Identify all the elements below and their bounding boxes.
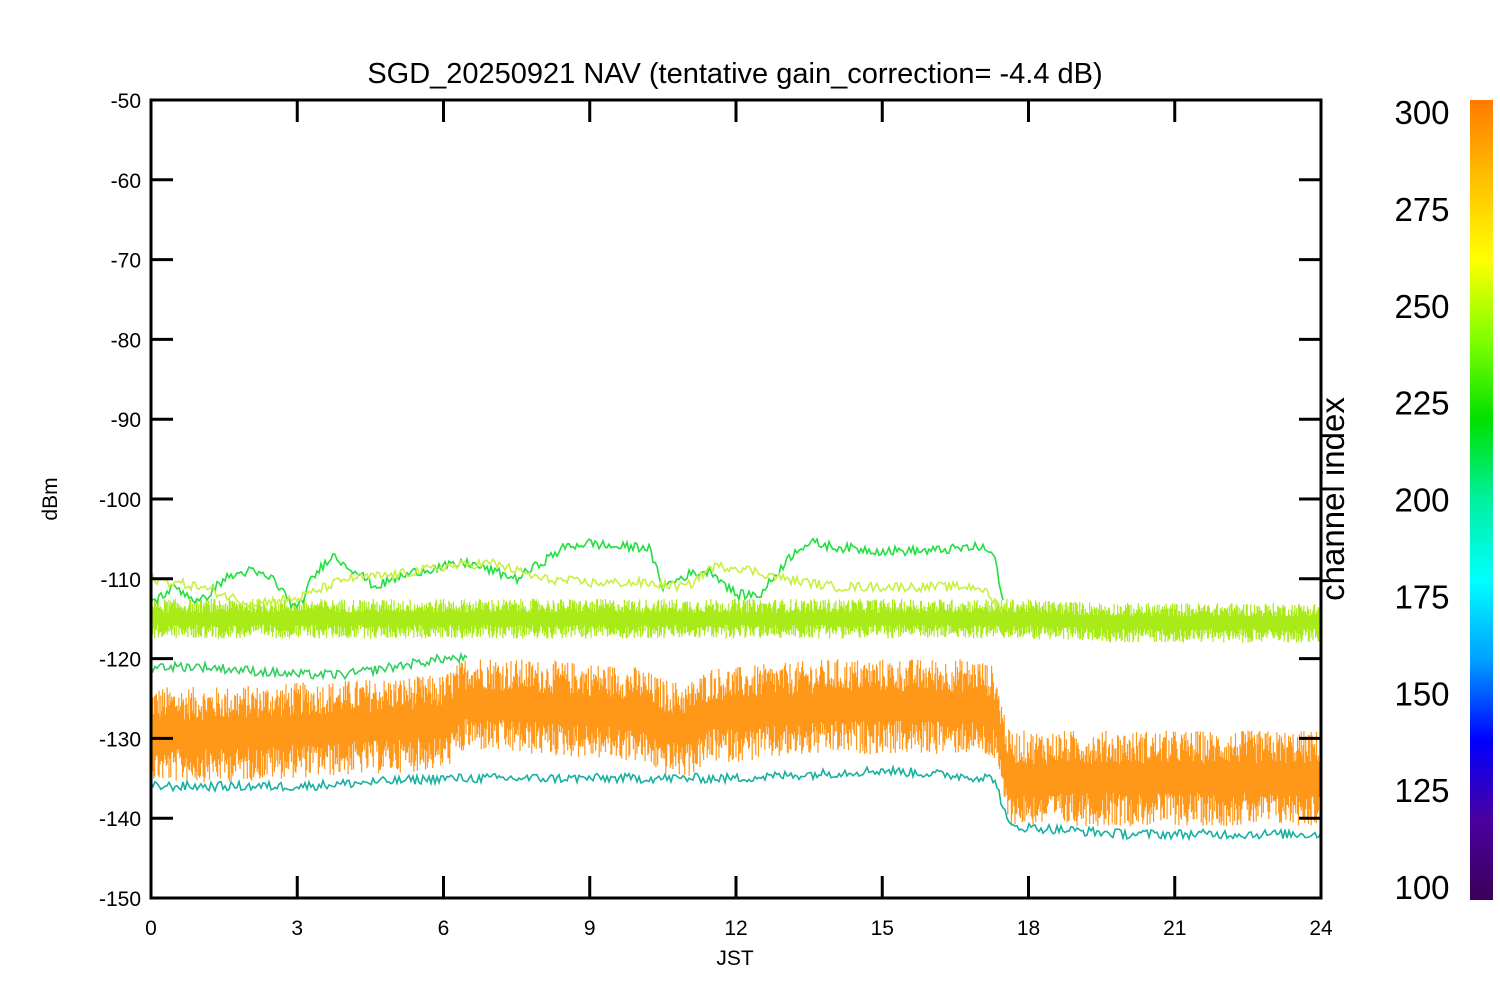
x-tick-label: 12 xyxy=(724,917,747,940)
y-tick-label: -120 xyxy=(99,649,141,672)
colorbar-ticks: 300 275 250 225 200 175 150 125 100 xyxy=(1394,94,1449,906)
series-1 xyxy=(151,598,1321,643)
colorbar-tick-label: 125 xyxy=(1394,772,1449,809)
series-line-5 xyxy=(151,764,1321,842)
y-tick-label: -150 xyxy=(99,888,141,911)
colorbar-tick-label: 100 xyxy=(1394,869,1449,906)
colorbar-tick-label: 250 xyxy=(1394,288,1449,325)
y-tick-label: -140 xyxy=(99,808,141,831)
colorbar-tick-label: 225 xyxy=(1394,385,1449,422)
x-axis-label: JST xyxy=(716,947,754,970)
x-tick-label: 18 xyxy=(1017,917,1040,940)
y-axis: -50 -60 -70 -80 -90 -100 -110 -120 -130 -140 -150 xyxy=(99,90,1321,911)
series-line-4 xyxy=(151,651,468,681)
chart-title: SGD_20250921 NAV (tentative gain_correct… xyxy=(367,58,1102,90)
x-axis: 0 3 6 9 12 15 18 21 24 xyxy=(145,100,1333,940)
plot-area xyxy=(151,537,1321,842)
y-tick-label: -130 xyxy=(99,728,141,751)
y-tick-label: -80 xyxy=(111,329,141,352)
x-tick-label: 21 xyxy=(1163,917,1186,940)
y-tick-label: -70 xyxy=(111,250,141,273)
series-band-1 xyxy=(151,598,1321,643)
series-line-2 xyxy=(151,537,1004,610)
series-4 xyxy=(151,651,468,681)
x-tick-label: 6 xyxy=(438,917,450,940)
y-tick-label: -110 xyxy=(101,569,141,592)
y-tick-label: -90 xyxy=(111,409,141,432)
colorbar-tick-label: 200 xyxy=(1394,482,1449,519)
x-tick-label: 0 xyxy=(145,917,157,940)
colorbar-tick-label: 175 xyxy=(1394,578,1449,615)
series-band-0 xyxy=(151,659,1321,827)
x-tick-label: 24 xyxy=(1309,917,1333,940)
y-tick-label: -60 xyxy=(111,170,141,193)
series-2 xyxy=(151,537,1004,610)
y-tick-label: -100 xyxy=(99,489,141,512)
colorbar xyxy=(1470,100,1493,900)
y-tick-label: -50 xyxy=(111,90,141,113)
colorbar-label: channel index xyxy=(1314,397,1351,601)
colorbar-tick-label: 300 xyxy=(1394,94,1449,131)
x-tick-label: 15 xyxy=(871,917,894,940)
series-0 xyxy=(151,659,1321,827)
series-line-3 xyxy=(151,557,1004,615)
colorbar-tick-label: 275 xyxy=(1394,191,1449,228)
series-5 xyxy=(151,764,1321,842)
y-axis-label: dBm xyxy=(39,477,62,520)
series-3 xyxy=(151,557,1004,615)
colorbar-tick-label: 150 xyxy=(1394,675,1449,712)
x-tick-label: 9 xyxy=(584,917,596,940)
x-tick-label: 3 xyxy=(291,917,303,940)
